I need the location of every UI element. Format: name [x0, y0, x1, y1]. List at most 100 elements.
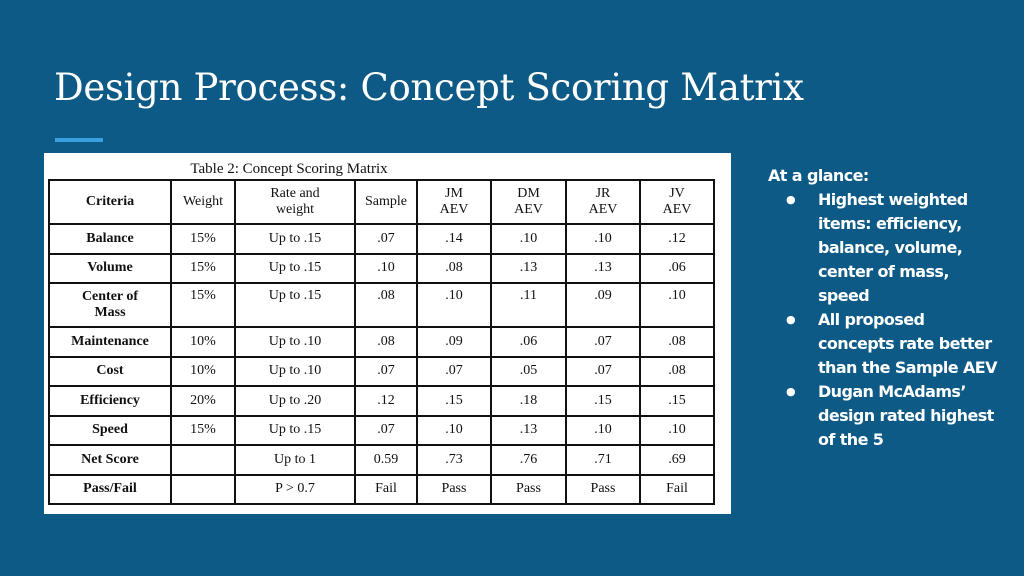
header-text: JV	[669, 186, 685, 201]
value-cell-sample: Fail	[354, 473, 418, 505]
glance-item-text: All proposed concepts rate better than t…	[818, 310, 998, 377]
value-cell-jr: .71	[565, 444, 641, 476]
value-cell-rate: Up to .15	[234, 252, 356, 284]
header-text: Rate and	[270, 186, 320, 201]
value-cell-jv: Fail	[639, 473, 715, 505]
criteria-cell: Cost	[48, 355, 172, 387]
glance-item: ● Dugan McAdams’ design rated highest of …	[786, 380, 1003, 452]
table-row: Center of Mass 15% Up to .15.08.10.11.09.10	[48, 282, 715, 328]
bullet-icon: ●	[786, 313, 796, 326]
column-header: JR AEV	[565, 179, 641, 225]
value-cell-jr: .13	[565, 252, 641, 284]
value-cell-weight: 15%	[170, 252, 236, 284]
value-cell-weight: 20%	[170, 385, 236, 417]
table-row: Maintenance 10% Up to .10.08.09.06.07.08	[48, 326, 715, 358]
header-text: AEV	[514, 202, 543, 217]
value-cell-jr: .07	[565, 355, 641, 387]
table-row: Pass/Fail P > 0.7 Fail Pass Pass Pass Fail	[48, 473, 715, 505]
glance-item-text: Highest weighted items: efficiency, bala…	[818, 190, 968, 305]
header-text: Sample	[365, 194, 407, 209]
value-cell-rate: Up to .15	[234, 223, 356, 255]
criteria-cell: Maintenance	[48, 326, 172, 358]
value-cell-jv: .69	[639, 444, 715, 476]
value-cell-jr: .10	[565, 414, 641, 446]
value-cell-weight	[170, 473, 236, 505]
value-cell-jm: .73	[416, 444, 492, 476]
glance-heading: At a glance:	[768, 166, 869, 185]
table-row: Cost 10% Up to .10.07.07.05.07.08	[48, 355, 715, 387]
criteria-text: Speed	[92, 422, 128, 438]
value-cell-jv: .08	[639, 355, 715, 387]
value-cell-sample: .08	[354, 282, 418, 328]
value-cell-jr: Pass	[565, 473, 641, 505]
value-cell-sample: .07	[354, 414, 418, 446]
value-cell-rate: Up to .15	[234, 414, 356, 446]
value-cell-sample: .07	[354, 223, 418, 255]
criteria-text: Balance	[86, 230, 134, 246]
bullet-icon: ●	[786, 193, 796, 206]
value-cell-dm: Pass	[490, 473, 567, 505]
column-header: Criteria	[48, 179, 172, 225]
column-header: Sample	[354, 179, 418, 225]
value-cell-jv: .12	[639, 223, 715, 255]
header-text: AEV	[439, 202, 469, 217]
glance-item: ● Highest weighted items: efficiency, bal…	[786, 188, 1003, 308]
value-cell-weight: 10%	[170, 326, 236, 358]
value-cell-rate: Up to .15	[234, 282, 356, 328]
table-row: Speed 15% Up to .15.07.10.13.10.10	[48, 414, 715, 446]
header-text: JR	[595, 186, 611, 201]
header-text: AEV	[588, 202, 618, 217]
value-cell-dm: .10	[490, 223, 567, 255]
value-cell-weight: 15%	[170, 414, 236, 446]
criteria-cell: Net Score	[48, 444, 172, 476]
table-row: Balance 15% Up to .15.07.14.10.10.12	[48, 223, 715, 255]
value-cell-sample: .12	[354, 385, 418, 417]
header-text: Weight	[182, 194, 224, 209]
value-cell-jr: .10	[565, 223, 641, 255]
table-row: Net Score Up to 1 0.59.73.76.71.69	[48, 444, 715, 476]
column-header: Rate and weight	[234, 179, 356, 225]
value-cell-rate: P > 0.7	[234, 473, 356, 505]
value-cell-jv: .10	[639, 282, 715, 328]
value-cell-rate: Up to 1	[234, 444, 356, 476]
criteria-text: Mass	[94, 305, 126, 320]
value-cell-jm: .15	[416, 385, 492, 417]
value-cell-sample: .10	[354, 252, 418, 284]
value-cell-rate: Up to .20	[234, 385, 356, 417]
header-text: JM	[445, 186, 463, 201]
value-cell-weight	[170, 444, 236, 476]
value-cell-jv: .06	[639, 252, 715, 284]
value-cell-jm: .10	[416, 282, 492, 328]
glance-item-text: Dugan McAdams’ design rated highest of t…	[818, 382, 994, 449]
value-cell-sample: .07	[354, 355, 418, 387]
header-text: AEV	[662, 202, 692, 217]
criteria-cell: Center of Mass	[48, 282, 172, 328]
value-cell-sample: 0.59	[354, 444, 418, 476]
value-cell-jr: .15	[565, 385, 641, 417]
table-caption: Table 2: Concept Scoring Matrix	[190, 161, 388, 177]
criteria-cell: Pass/Fail	[48, 473, 172, 505]
glance-list: ● Highest weighted items: efficiency, bal…	[768, 188, 1003, 452]
bullet-icon: ●	[786, 385, 796, 398]
value-cell-weight: 10%	[170, 355, 236, 387]
at-a-glance-panel: At a glance: ● Highest weighted items: ef…	[768, 164, 1003, 452]
table-header-row: Criteria Weight Rate and weight Sample JM AEV D…	[48, 179, 715, 225]
header-text: DM	[517, 186, 540, 201]
value-cell-dm: .06	[490, 326, 567, 358]
column-header: DM AEV	[490, 179, 567, 225]
criteria-text: Volume	[87, 260, 133, 276]
value-cell-dm: .13	[490, 414, 567, 446]
value-cell-jm: .08	[416, 252, 492, 284]
concept-scoring-table: Criteria Weight Rate and weight Sample JM AEV D…	[48, 179, 715, 505]
criteria-cell: Efficiency	[48, 385, 172, 417]
glance-item: ● All proposed concepts rate better than …	[786, 308, 1003, 380]
criteria-text: Efficiency	[80, 392, 140, 408]
value-cell-rate: Up to .10	[234, 326, 356, 358]
table-row: Efficiency 20% Up to .20.12.15.18.15.15	[48, 385, 715, 417]
criteria-text: Net Score	[81, 451, 139, 467]
value-cell-sample: .08	[354, 326, 418, 358]
criteria-text: Pass/Fail	[83, 481, 137, 497]
criteria-text: Maintenance	[71, 333, 149, 349]
column-header: JM AEV	[416, 179, 492, 225]
